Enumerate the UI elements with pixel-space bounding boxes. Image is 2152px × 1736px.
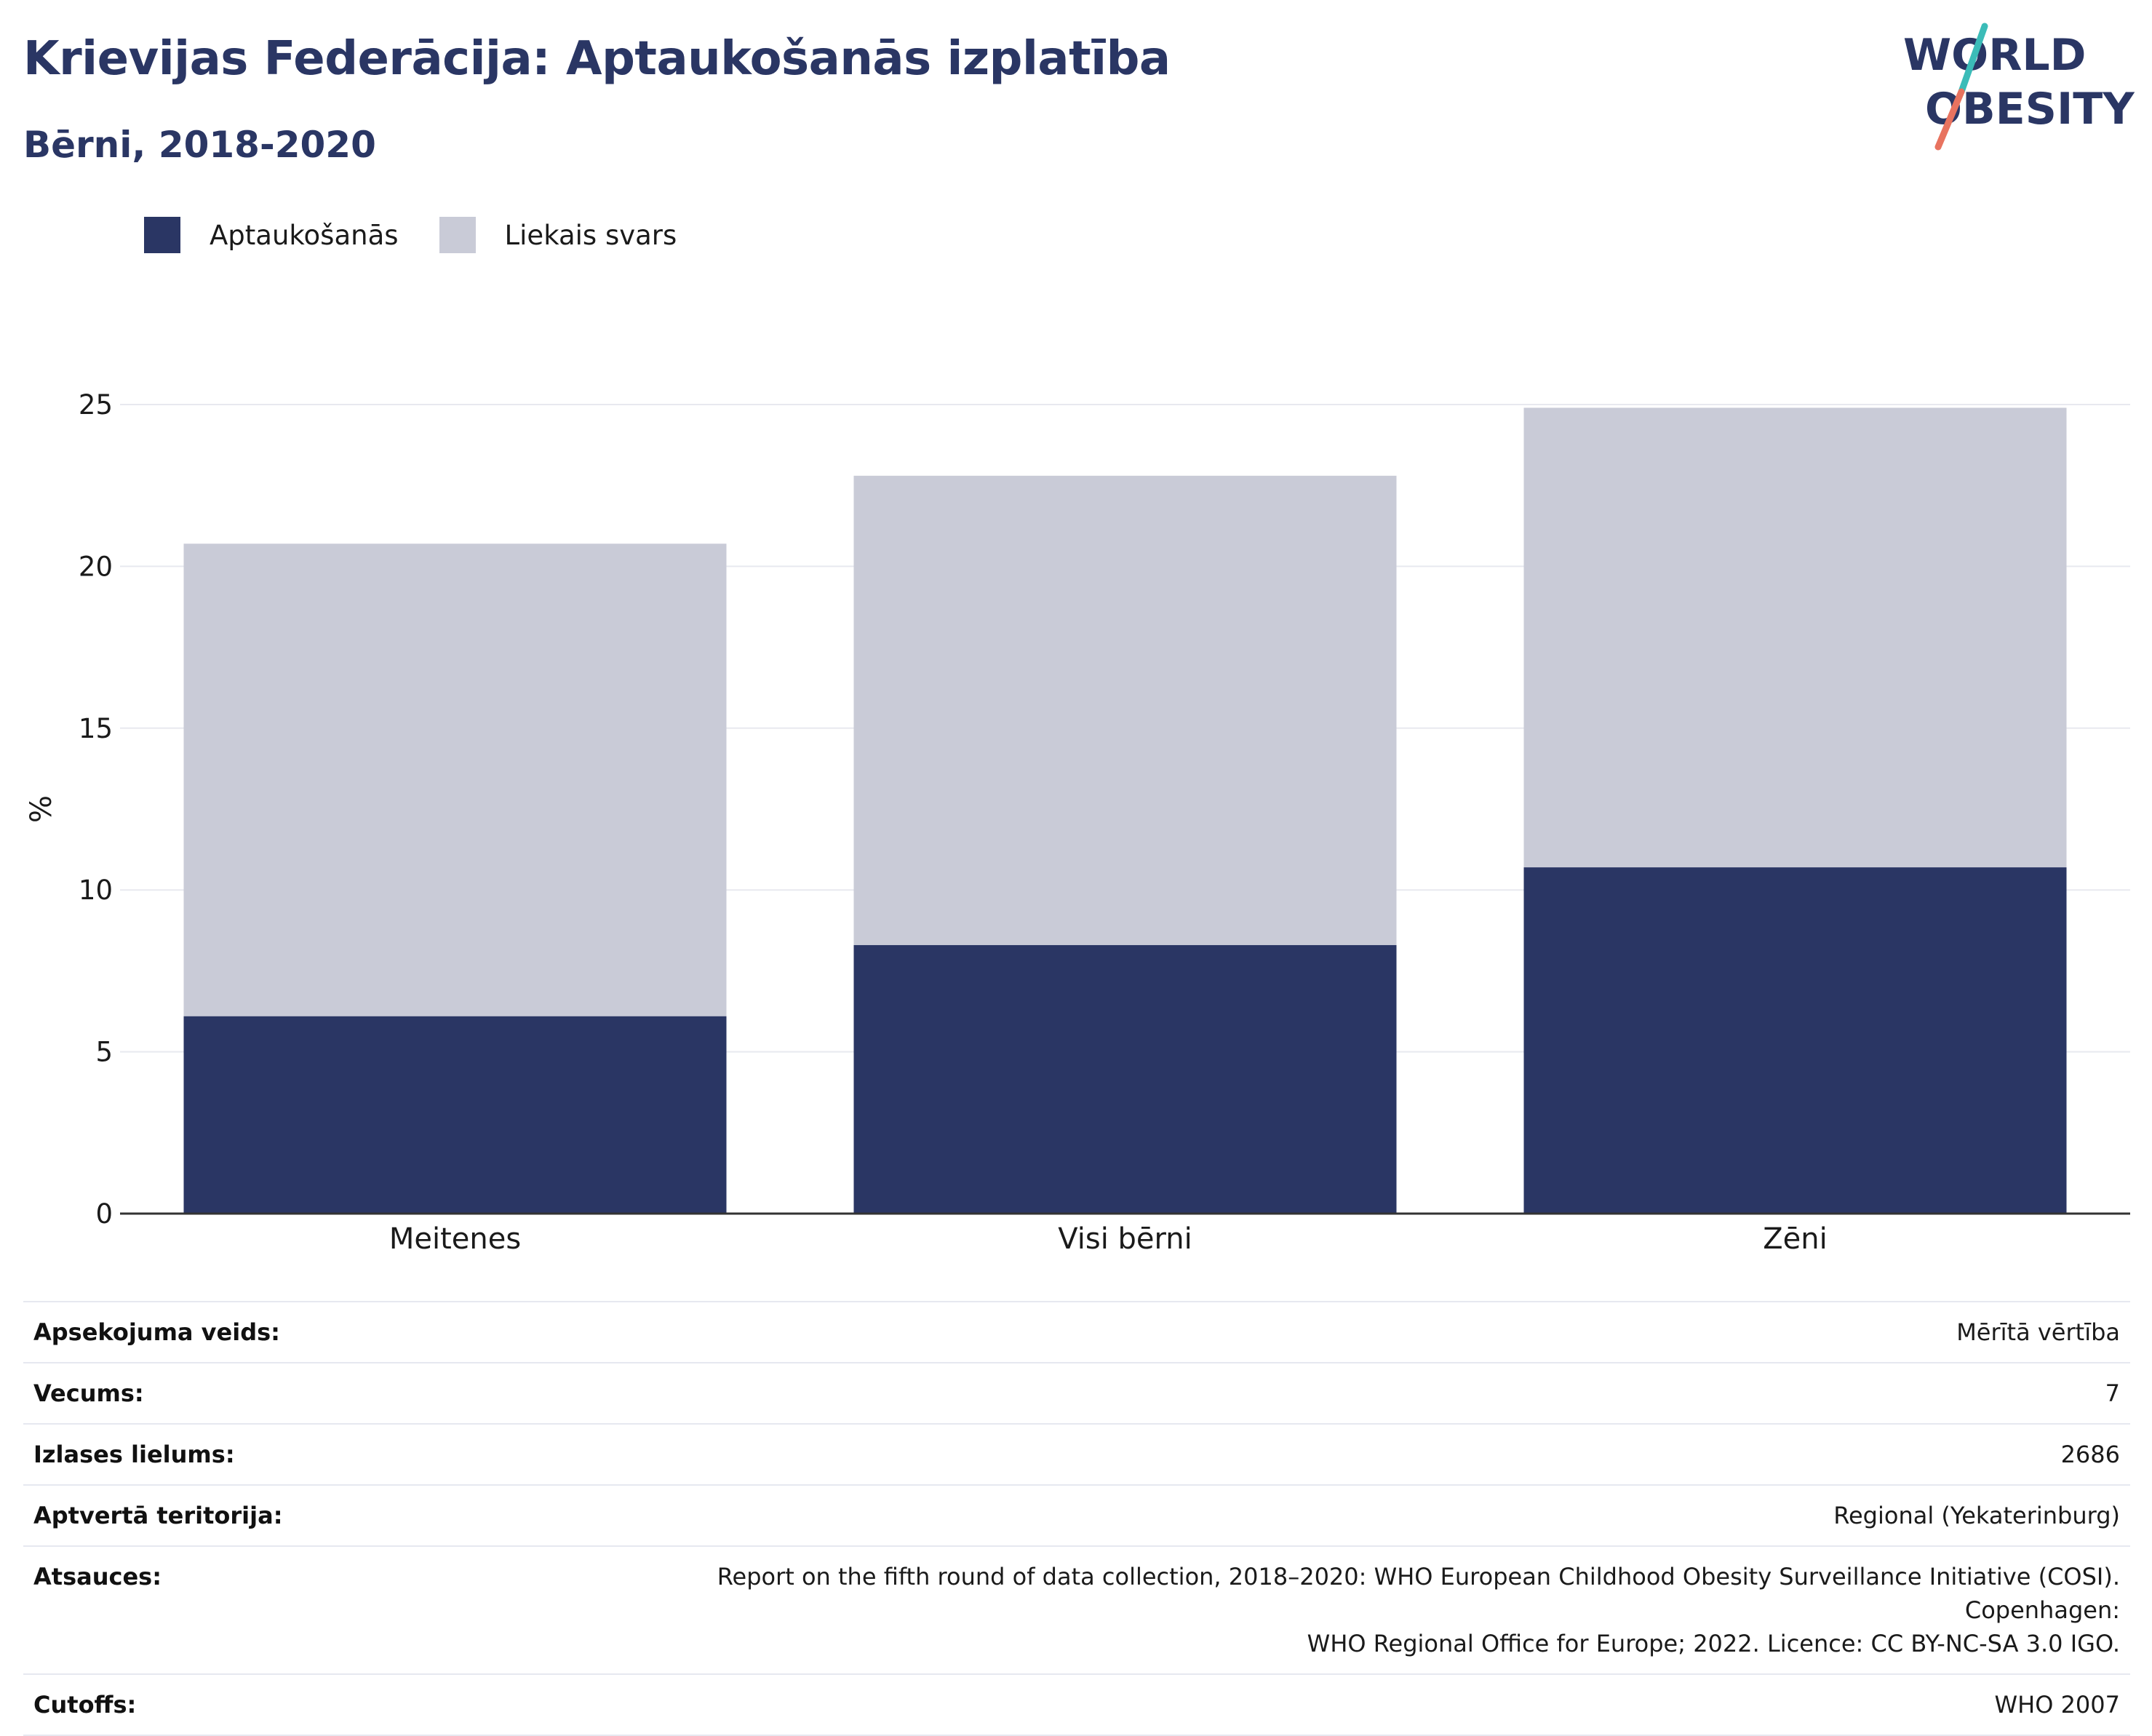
info-value: WHO 2007	[553, 1674, 2130, 1736]
info-row-cutoffs: Cutoffs: WHO 2007	[23, 1674, 2130, 1736]
reference-line-1: Report on the fifth round of data collec…	[717, 1563, 2120, 1624]
legend-item-overweight[interactable]: Liekais svars	[439, 217, 677, 253]
info-label: Izlases lielums:	[23, 1424, 553, 1486]
bar-obesity	[183, 1016, 727, 1214]
info-value: 2686	[553, 1424, 2130, 1486]
chart-title: Krievijas Federācija: Aptaukošanās izpla…	[23, 32, 1171, 86]
y-tick-label: 5	[95, 1037, 113, 1068]
world-obesity-logo: WORLD OBESITY	[1903, 23, 2135, 151]
y-axis-title: %	[25, 795, 58, 823]
bar-obesity	[1523, 867, 2067, 1214]
legend-label-obesity: Aptaukošanās	[210, 219, 399, 251]
info-row-coverage: Aptvertā teritorija: Regional (Yekaterin…	[23, 1485, 2130, 1547]
info-label: Apsekojuma veids:	[23, 1301, 553, 1363]
x-tick-label: Visi bērni	[1058, 1222, 1192, 1256]
info-label: Cutoffs:	[23, 1674, 553, 1736]
y-tick-label: 0	[95, 1198, 113, 1230]
y-tick-label: 25	[79, 389, 113, 421]
x-tick-label: Zēni	[1763, 1222, 1827, 1256]
info-row-age: Vecums: 7	[23, 1363, 2130, 1425]
info-value: 7	[553, 1363, 2130, 1425]
info-value: Report on the fifth round of data collec…	[553, 1546, 2130, 1675]
x-tick-label: Meitenes	[389, 1222, 521, 1256]
bar-overweight	[1523, 407, 2067, 868]
logo-slash-coral	[1934, 88, 1965, 151]
bar-obesity	[853, 944, 1397, 1214]
bar-overweight	[853, 475, 1397, 945]
legend-swatch-overweight	[439, 217, 476, 253]
y-tick-label: 10	[79, 875, 113, 906]
reference-line-2: WHO Regional Office for Europe; 2022. Li…	[1307, 1630, 2120, 1657]
y-tick-label: 20	[79, 551, 113, 582]
bar-chart: 0 5 10 15 20 25% Meitenes Visi bērni Zēni	[25, 389, 2130, 1256]
info-table: Apsekojuma veids: Mērītā vērtība Vecums:…	[23, 1301, 2130, 1736]
y-tick-label: 15	[79, 713, 113, 744]
bar-overweight	[183, 544, 727, 1016]
legend-label-overweight: Liekais svars	[504, 219, 677, 251]
logo-text-world: WORLD	[1903, 30, 2086, 81]
info-row-sample-size: Izlases lielums: 2686	[23, 1424, 2130, 1486]
info-row-references: Atsauces: Report on the fifth round of d…	[23, 1546, 2130, 1675]
info-label: Aptvertā teritorija:	[23, 1485, 553, 1547]
info-row-survey-type: Apsekojuma veids: Mērītā vērtība	[23, 1301, 2130, 1363]
info-value: Mērītā vērtība	[553, 1301, 2130, 1363]
chart-legend: Aptaukošanās Liekais svars	[144, 217, 717, 253]
info-label: Vecums:	[23, 1363, 553, 1425]
logo-slash-teal	[1958, 23, 1988, 95]
legend-swatch-obesity	[144, 217, 180, 253]
legend-item-obesity[interactable]: Aptaukošanās	[144, 217, 399, 253]
chart-subtitle: Bērni, 2018-2020	[23, 124, 376, 166]
info-label: Atsauces:	[23, 1546, 553, 1675]
info-value: Regional (Yekaterinburg)	[553, 1485, 2130, 1547]
